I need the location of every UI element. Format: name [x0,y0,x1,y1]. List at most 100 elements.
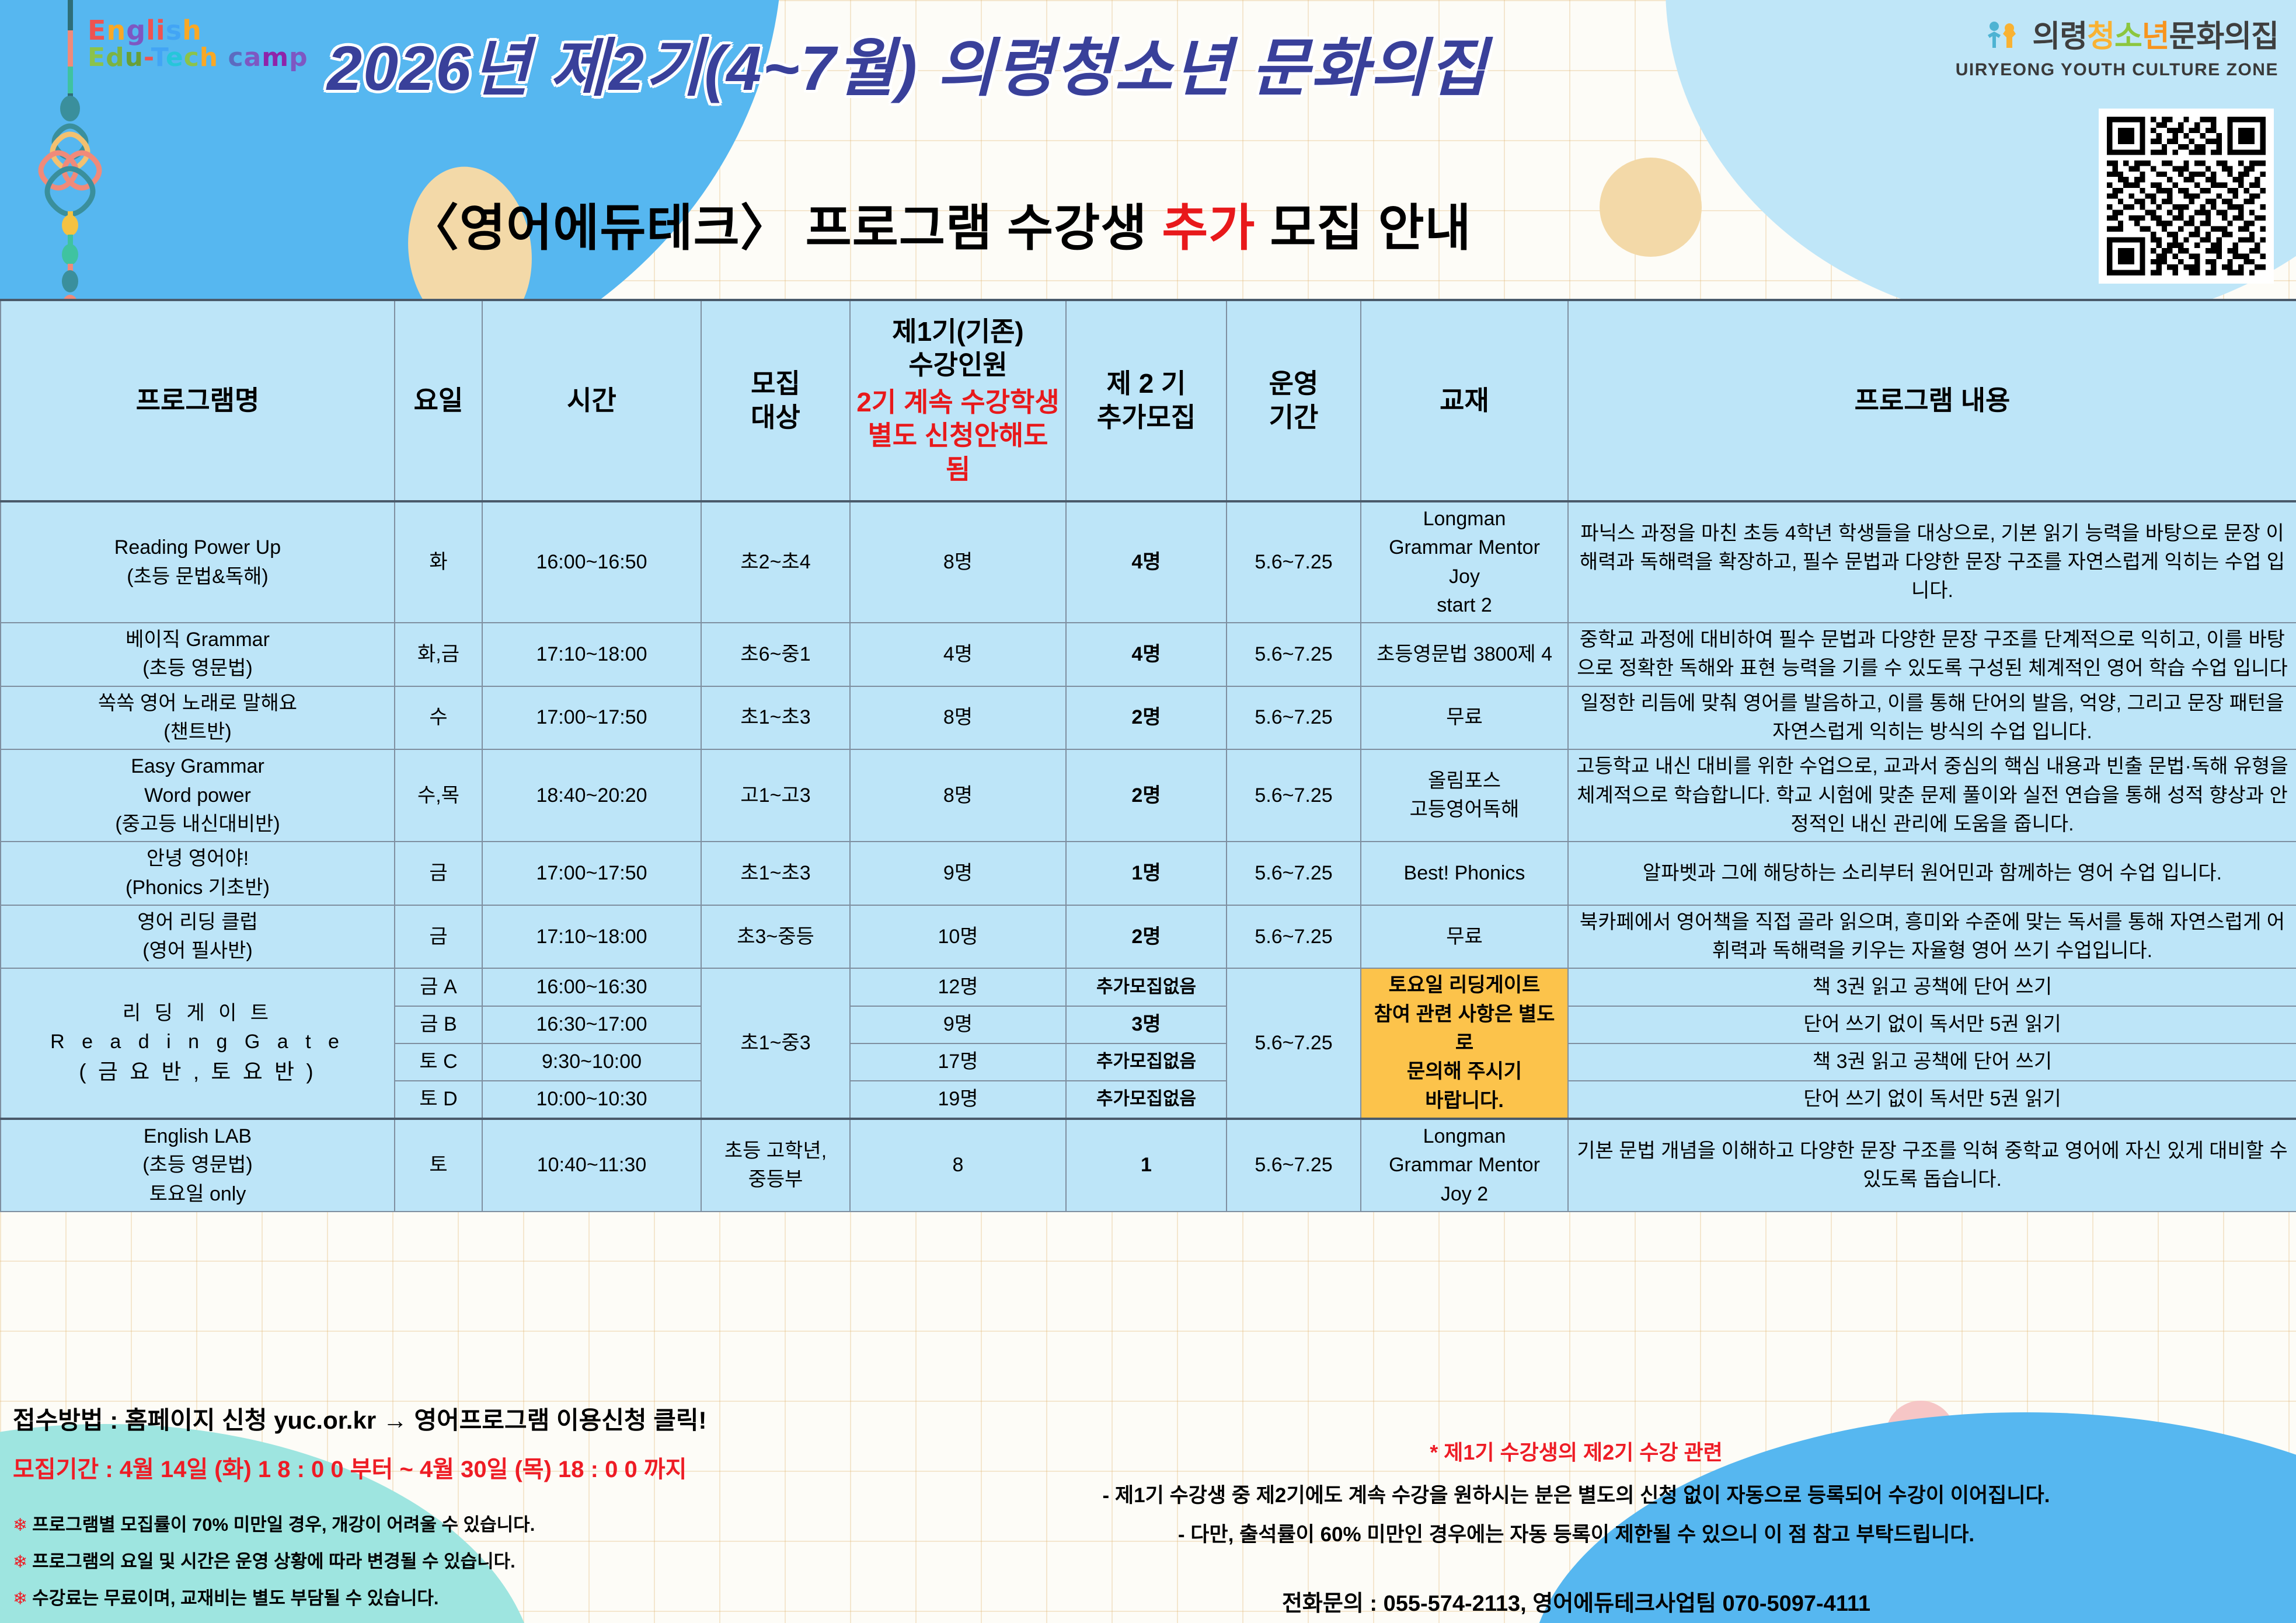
table-row: 영어 리딩 클럽 (영어 필사반) 금 17:10~18:00 초3~중등 10명 2명 5.… [0,904,2296,969]
cell-program-subname2: 토요일 only [149,1182,246,1205]
camp-letter-l1-1: n [106,15,127,46]
org-logo-part-2: 소 [2114,20,2142,54]
cell-extra-recruit: 2명 [1065,749,1227,843]
col-header-time: 시간 [482,299,702,502]
camp-letter-l2-5: e [165,43,184,73]
cell-target: 초1~초3 [701,685,851,751]
qr-code[interactable] [2099,109,2274,284]
table-row: 쏙쏙 영어 노래로 말해요 (챈트반) 수 17:00~17:50 초1~초3 8명 2명 5… [0,685,2296,751]
cell-day: 수,목 [394,749,483,843]
camp-letter-l1-2: g [126,15,147,46]
organization-logo: 의령청소년문화의집 UIRYEONG YOUTH CULTURE ZONE [1956,20,2279,80]
cell-description: 중학교 과정에 대비하여 필수 문법과 다양한 문장 구조를 단계적으로 익히고… [1567,622,2296,687]
cell-program-name: Easy Grammar Word power (중고등 내신대비반) [0,749,395,843]
english-edu-tech-camp-logo: English Edu-Tech camp [88,16,308,71]
cell-program-subname: (영어 필사반) [142,940,253,962]
org-logo-part-4: 문화의집 [2169,20,2279,54]
org-logo-korean: 의령청소년문화의집 [1956,20,2279,57]
cell-time: 18:40~20:20 [482,749,702,843]
cell-target: 초6~중1 [701,622,851,687]
continuing-note-line1: - 제1기 수강생 중 제2기에도 계속 수강을 원하시는 분은 별도의 신청 … [1102,1484,2050,1507]
camp-logo-line2: Edu-Tech camp [88,44,308,71]
col-header-enrolled: 제1기(기존) 수강인원 2기 계속 수강학생 별도 신청안해도 됨 [849,299,1067,502]
org-logo-part-3: 년 [2141,20,2170,54]
cell-enrolled-count: 10명 [849,904,1067,969]
cell-program-subname: (Phonics 기초반) [126,876,270,899]
cell-program-name: 안녕 영어야! (Phonics 기초반) [0,841,395,906]
people-icon [1986,20,2021,57]
table-row-reading-gate: 토 C 9:30~10:00 17명 추가모집없음 책 3권 읽고 공책에 단어 쓰기 [1,1042,2296,1081]
application-period-line: 모집기간 : 4월 14일 (화) 1 8 : 0 0 부터 ~ 4월 30일 … [13,1457,687,1482]
cell-description: 파닉스 과정을 마친 초등 4학년 학생들을 대상으로, 기본 읽기 능력을 바… [1567,500,2296,624]
cell-time: 16:00~16:30 [482,968,702,1007]
camp-letter-l2-4: T [151,43,166,73]
cell-enrolled-count: 12명 [849,968,1067,1007]
cell-program-subname: (초등 문법&독해) [127,565,269,588]
asterisk-icon: ❄ [13,1552,28,1572]
poster-main-title: 2026년 제2기(4~7월) 의령청소년 문화의집 [327,33,1489,103]
cell-program-subname: (초등 영문법) [142,657,253,680]
cell-day: 금 [394,841,483,906]
cell-enrolled-count: 8명 [849,749,1067,843]
cell-program-name: English LAB (초등 영문법) 토요일 only [0,1117,395,1212]
cell-day: 토 C [394,1042,483,1081]
cell-day: 토 [394,1117,483,1212]
cell-enrolled-count: 9명 [849,1005,1067,1044]
footer-notes-list: ❄ 프로그램별 모집률이 70% 미만일 경우, 개강이 어려울 수 있습니다. ❄… [13,1510,853,1610]
cell-description: 단어 쓰기 없이 독서만 5권 읽기 [1567,1080,2296,1119]
col-header-textbook: 교재 [1360,299,1569,502]
cell-time: 17:10~18:00 [482,622,702,687]
camp-letter-l1-4: i [155,15,166,46]
table-body: Reading Power Up (초등 문법&독해) 화 16:00~16:50 초2… [0,500,2296,1212]
cell-extra-recruit: 4명 [1065,500,1227,624]
cell-enrolled-count: 8명 [849,500,1067,624]
cell-textbook: 무료 [1360,904,1569,969]
cell-extra-recruit: 1명 [1065,841,1227,906]
cell-time: 10:40~11:30 [482,1117,702,1212]
cell-period: 5.6~7.25 [1226,749,1361,843]
col-header-day: 요일 [394,299,483,502]
asterisk-icon: ❄ [13,1516,28,1535]
col-header-enrolled-black: 제1기(기존) 수강인원 [892,316,1024,381]
camp-letter-l2-6: c [183,43,200,73]
cell-time: 17:10~18:00 [482,904,702,969]
cell-extra-recruit: 추가모집없음 [1065,968,1227,1007]
table-row: English LAB (초등 영문법) 토요일 only 토 10:40~11:30 초… [0,1117,2296,1212]
table-row: 안녕 영어야! (Phonics 기초반) 금 17:00~17:50 초1~초3 9명 1… [0,841,2296,906]
col-header-enrolled-red: 2기 계속 수강학생 별도 신청안해도 됨 [856,386,1060,484]
cell-textbook-highlight: 토요일 리딩게이트 참여 관련 사항은 별도로 문의해 주시기 바랍니다. [1360,968,1569,1119]
cell-day: 금 [394,904,483,969]
table-row: Easy Grammar Word power (중고등 내신대비반) 수,목 18:4… [0,749,2296,843]
cell-day: 화,금 [394,622,483,687]
cell-extra-recruit: 추가모집없음 [1065,1042,1227,1081]
decor-blob-tan-right [1600,158,1702,257]
cell-program-name: 쏙쏙 영어 노래로 말해요 (챈트반) [0,685,395,751]
asterisk-icon: ❄ [13,1589,28,1608]
camp-letter-l2-2: u [124,43,144,73]
camp-logo-line1: English [88,16,308,44]
cell-program-name: Reading Power Up (초등 문법&독해) [0,500,395,624]
cell-period: 5.6~7.25 [1226,685,1361,751]
cell-enrolled-count: 19명 [849,1080,1067,1119]
footer-note-1: ❄ 프로그램의 요일 및 시간은 운영 상황에 따라 변경될 수 있습니다. [13,1551,515,1572]
table-header-row: 프로그램명 요일 시간 모집 대상 제1기(기존) 수강인원 2기 계속 수강학… [0,299,2296,502]
camp-letter-l2-8: c [218,43,244,73]
cell-day: 금 A [394,968,483,1007]
subtitle-after: 모집 안내 [1255,200,1472,256]
camp-letter-l1-0: E [88,15,107,46]
cell-textbook: 무료 [1360,685,1569,751]
subtitle-before: 〈영어에듀테크〉 프로그램 수강생 [409,200,1162,256]
cell-program-subname: (초등 영문법) [142,1154,253,1177]
program-schedule-table-wrapper: 프로그램명 요일 시간 모집 대상 제1기(기존) 수강인원 2기 계속 수강학… [0,299,2296,1212]
cell-extra-recruit: 2명 [1065,685,1227,751]
cell-time: 10:00~10:30 [482,1080,702,1119]
footer-continuing-students-info: * 제1기 수강생의 제2기 수강 관련 - 제1기 수강생 중 제2기에도 계… [911,1436,2242,1617]
col-header-period: 운영 기간 [1226,299,1361,502]
cell-target: 초등 고학년, 중등부 [701,1117,851,1212]
cell-target: 초1~중3 [701,968,851,1119]
cell-time: 16:00~16:50 [482,500,702,624]
cell-description: 일정한 리듬에 맞춰 영어를 발음하고, 이를 통해 단어의 발음, 억양, 그… [1567,685,2296,751]
footer-note-2: ❄ 수강료는 무료이며, 교재비는 별도 부담될 수 있습니다. [13,1588,439,1608]
norigae-tassel-ornament [25,0,118,321]
